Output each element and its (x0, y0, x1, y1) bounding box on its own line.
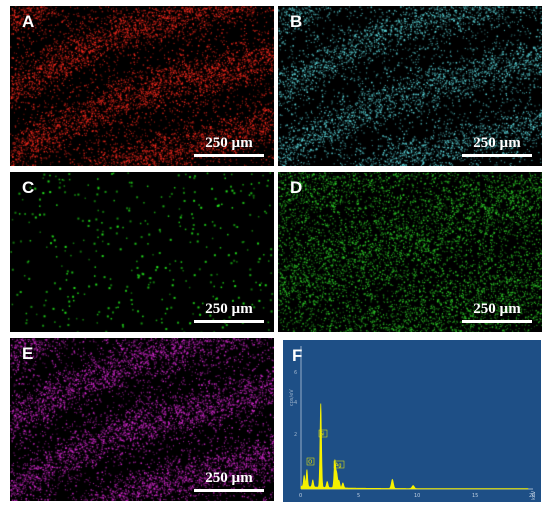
panel-label-f: F (292, 346, 303, 365)
panel-label-b: B (290, 12, 303, 31)
eds-spectrum-plot: cps/eV 6 4 2 0 5 10 15 20 keV O Si Ag (289, 346, 537, 500)
elemental-map-a (10, 6, 274, 166)
scale-text-e: 250 µm (205, 470, 253, 486)
x-tick-20: 20 (529, 493, 535, 499)
map-panel-c: C 250 µm (10, 172, 274, 332)
scale-text-c: 250 µm (205, 301, 253, 317)
y-axis-label: cps/eV (289, 389, 295, 406)
scale-bar-d: 250 µm (462, 302, 532, 323)
eds-spectrum-panel: cps/eV 6 4 2 0 5 10 15 20 keV O Si Ag F (283, 340, 541, 502)
elemental-map-c (10, 172, 274, 332)
panel-label-a: A (22, 12, 35, 31)
scale-line-d (462, 320, 532, 323)
scale-bar-a: 250 µm (194, 136, 264, 157)
svg-text:Ag: Ag (335, 463, 342, 469)
peak-label-o: O (306, 457, 315, 466)
panel-label-d: D (290, 178, 303, 197)
x-axis-label: keV (531, 490, 537, 500)
scale-bar-b: 250 µm (462, 136, 532, 157)
y-tick-6: 6 (294, 370, 297, 376)
elemental-map-d (278, 172, 542, 332)
scale-text-b: 250 µm (473, 135, 521, 151)
elemental-map-e (10, 338, 274, 501)
x-tick-0: 0 (299, 493, 302, 499)
scale-text-a: 250 µm (205, 135, 253, 151)
map-panel-d: D 250 µm (278, 172, 542, 332)
scale-text-d: 250 µm (473, 301, 521, 317)
y-tick-4: 4 (294, 400, 297, 406)
scale-bar-c: 250 µm (194, 302, 264, 323)
map-panel-b: B 250 µm (278, 6, 542, 166)
y-tick-2: 2 (294, 432, 297, 438)
x-tick-10: 10 (414, 493, 420, 499)
scale-line-b (462, 154, 532, 157)
map-panel-a: A 250 µm (10, 6, 274, 166)
scale-line-e (194, 489, 264, 492)
x-tick-5: 5 (357, 493, 360, 499)
spectrum-peaks (300, 403, 529, 490)
map-panel-e: E 250 µm (10, 338, 274, 501)
svg-text:Si: Si (320, 432, 325, 438)
scale-line-c (194, 320, 264, 323)
spectrum-curve (300, 403, 529, 490)
svg-text:O: O (308, 460, 312, 466)
peak-label-si: Si (318, 429, 328, 438)
elemental-map-b (278, 6, 542, 166)
panel-label-c: C (22, 178, 35, 197)
panel-label-e: E (22, 344, 34, 363)
scale-bar-e: 250 µm (194, 471, 264, 492)
scale-line-a (194, 154, 264, 157)
peak-label-ag: Ag (333, 460, 345, 469)
x-tick-15: 15 (472, 493, 478, 499)
